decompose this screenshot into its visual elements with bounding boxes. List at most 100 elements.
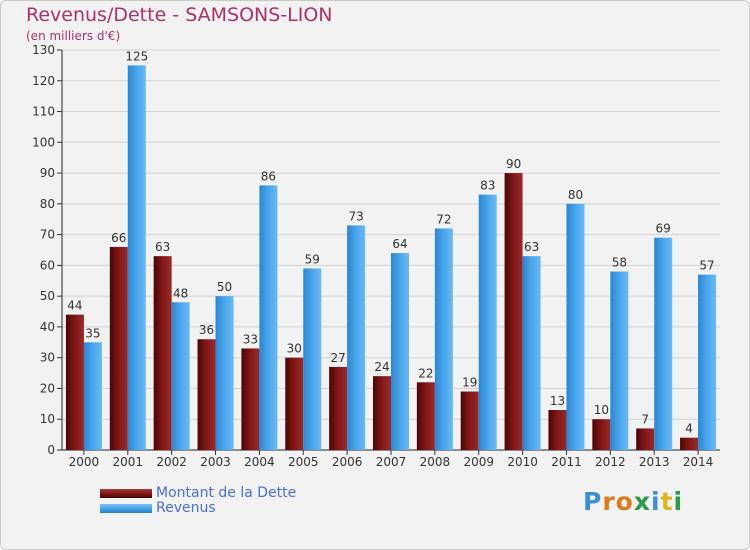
logo-letter: i xyxy=(673,487,684,516)
bar-revenus xyxy=(171,302,190,450)
bar-dette xyxy=(680,437,699,450)
data-label-revenus: 50 xyxy=(217,280,232,294)
bar-revenus xyxy=(434,228,453,450)
bar-dette xyxy=(153,256,172,450)
x-tick-label: 2012 xyxy=(595,455,626,469)
data-label-dette: 30 xyxy=(287,342,302,356)
legend-label-revenus: Revenus xyxy=(156,500,216,516)
chart-title: Revenus/Dette - SAMSONS-LION xyxy=(26,4,333,26)
bar-revenus xyxy=(610,271,629,450)
y-tick-label: 60 xyxy=(40,258,55,272)
y-tick-label: 0 xyxy=(47,443,55,457)
x-tick-label: 2001 xyxy=(113,455,144,469)
logo-letter: o xyxy=(615,487,634,516)
data-label-revenus: 73 xyxy=(348,209,363,223)
bar-dette xyxy=(636,428,655,450)
data-label-revenus: 59 xyxy=(305,252,320,266)
logo-letter: x xyxy=(633,487,651,516)
x-tick-label: 2003 xyxy=(200,455,231,469)
legend-swatch-revenus xyxy=(100,504,152,513)
bar-dette xyxy=(109,246,128,450)
bar-dette xyxy=(241,348,260,450)
x-tick-label: 2008 xyxy=(420,455,451,469)
data-label-revenus: 48 xyxy=(173,286,188,300)
data-label-dette: 27 xyxy=(330,351,345,365)
y-tick-label: 90 xyxy=(40,166,55,180)
logo-letter: t xyxy=(660,487,674,516)
data-label-revenus: 35 xyxy=(85,326,100,340)
y-tick-label: 80 xyxy=(40,197,55,211)
bar-revenus xyxy=(215,296,234,450)
bar-dette xyxy=(197,339,216,450)
data-label-dette: 13 xyxy=(550,394,565,408)
x-tick-label: 2005 xyxy=(288,455,319,469)
x-tick-label: 2013 xyxy=(639,455,670,469)
y-tick-label: 110 xyxy=(32,105,55,119)
bar-revenus xyxy=(566,203,585,450)
y-tick-label: 10 xyxy=(40,412,55,426)
data-label-revenus: 72 xyxy=(436,212,451,226)
x-tick-label: 2000 xyxy=(69,455,100,469)
data-label-dette: 63 xyxy=(155,240,170,254)
data-label-dette: 22 xyxy=(418,366,433,380)
data-label-revenus: 125 xyxy=(125,49,148,63)
data-label-dette: 4 xyxy=(685,422,693,436)
data-label-dette: 90 xyxy=(506,157,521,171)
bar-revenus xyxy=(478,194,497,450)
data-label-dette: 7 xyxy=(641,412,649,426)
x-tick-label: 2006 xyxy=(332,455,363,469)
bar-dette xyxy=(65,314,84,450)
bar-dette xyxy=(373,376,391,450)
data-label-dette: 36 xyxy=(199,323,214,337)
bar-revenus xyxy=(259,185,278,450)
y-tick-label: 30 xyxy=(40,351,55,365)
bar-revenus xyxy=(347,225,366,450)
y-tick-label: 100 xyxy=(32,135,55,149)
x-tick-label: 2004 xyxy=(244,455,275,469)
data-label-revenus: 86 xyxy=(261,169,276,183)
bar-dette xyxy=(504,173,523,451)
x-tick-label: 2007 xyxy=(376,455,407,469)
legend-swatch-dette xyxy=(100,489,152,498)
data-label-dette: 24 xyxy=(374,360,389,374)
bar-revenus xyxy=(83,342,102,450)
data-label-dette: 19 xyxy=(462,376,477,390)
x-tick-label: 2002 xyxy=(156,455,187,469)
bar-revenus xyxy=(654,237,673,450)
data-label-dette: 66 xyxy=(111,231,126,245)
data-label-dette: 33 xyxy=(243,332,258,346)
data-label-revenus: 80 xyxy=(568,188,583,202)
bar-dette xyxy=(329,366,348,450)
y-tick-label: 120 xyxy=(32,74,55,88)
data-label-revenus: 69 xyxy=(656,222,671,236)
proxiti-logo: Proxiti xyxy=(583,487,683,516)
data-label-revenus: 83 xyxy=(480,179,495,193)
data-label-revenus: 57 xyxy=(699,259,714,273)
x-tick-label: 2010 xyxy=(507,455,538,469)
data-label-dette: 10 xyxy=(594,403,609,417)
x-tick-label: 2014 xyxy=(683,455,714,469)
logo-letter: i xyxy=(651,487,661,516)
bar-dette xyxy=(416,382,435,450)
y-tick-label: 20 xyxy=(40,381,55,395)
y-tick-label: 40 xyxy=(40,320,55,334)
bar-revenus xyxy=(127,65,146,450)
bar-revenus xyxy=(391,253,409,450)
logo-letter: r xyxy=(602,487,616,516)
x-tick-label: 2009 xyxy=(463,455,494,469)
data-label-dette: 44 xyxy=(67,299,82,313)
y-tick-label: 70 xyxy=(40,228,55,242)
bar-revenus xyxy=(522,256,541,450)
bar-revenus xyxy=(698,274,717,450)
chart-subtitle: (en milliers d'€) xyxy=(26,29,121,43)
bar-dette xyxy=(285,357,304,450)
bar-dette xyxy=(460,391,479,450)
bar-dette xyxy=(548,410,567,450)
y-tick-label: 130 xyxy=(32,43,55,57)
y-tick-label: 50 xyxy=(40,289,55,303)
bar-dette xyxy=(592,419,611,450)
x-tick-label: 2011 xyxy=(551,455,582,469)
logo-letter: P xyxy=(583,487,603,516)
legend-label-dette: Montant de la Dette xyxy=(156,485,297,501)
